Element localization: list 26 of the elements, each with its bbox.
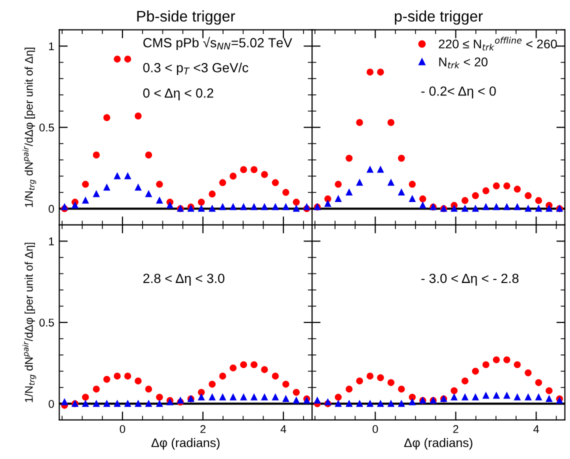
x-tick-label: 4	[533, 425, 539, 433]
x-axis-title: Δφ (radians)	[151, 438, 220, 450]
chart-title: Pb-side trigger	[137, 10, 236, 25]
annotation: CMS pPb √s$_{NN}$=5.02 TeV	[143, 36, 292, 50]
y-tick-label: 0.5	[39, 124, 54, 132]
x-tick-label: 2	[453, 425, 458, 433]
annotation: - 3.0 < Δη < - 2.8	[421, 274, 519, 286]
x-tick-label: 0	[120, 425, 126, 434]
chart-title: p-side trigger	[394, 10, 483, 25]
y-tick-label: 0	[48, 204, 54, 213]
y-tick-label: 0	[48, 400, 54, 408]
annotation: 0 < Δη < 0.2	[143, 88, 214, 100]
y-tick-label: 0.5	[39, 318, 54, 327]
x-tick-label: 4	[280, 425, 286, 433]
y-axis-title: 1/N$_{trg}$ dN$^{pair}$/dΔφ [per unit of Δη]	[22, 48, 36, 208]
annotation: - 0.2< Δη < 0	[421, 86, 496, 98]
legend-label: N$_{trk}$ < 20	[439, 58, 488, 68]
y-tick-label: 1	[49, 238, 54, 246]
x-tick-label: 0	[372, 425, 378, 434]
legend-label: 220 ≤ N$_{trk}$$^{offline}$ < 260	[438, 36, 557, 50]
annotation: 0.3 < p$_{T}$ <3 GeV/c	[143, 62, 248, 75]
x-tick-label: 2	[200, 425, 206, 433]
annotation: 2.8 < Δη < 3.0	[143, 274, 224, 286]
y-tick-label: 1	[49, 42, 54, 50]
x-axis-title: Δφ (radians)	[404, 438, 472, 450]
y-axis-title: 1/N$_{trg}$ dN$^{pair}$/dΔφ [per unit of Δη]	[22, 242, 36, 402]
